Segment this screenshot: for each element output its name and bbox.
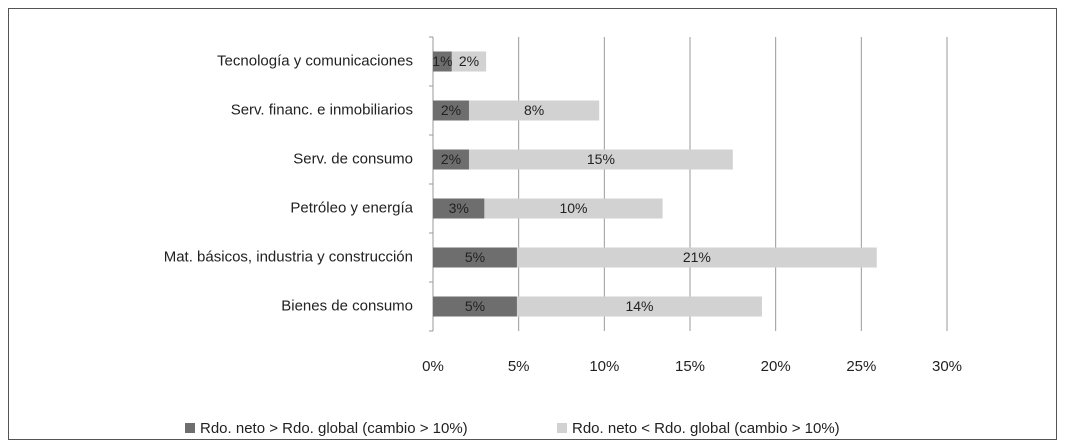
data-label: 8% <box>524 102 544 118</box>
data-label: 3% <box>449 200 469 216</box>
x-tick-label: 20% <box>761 358 791 375</box>
x-tick-label: 30% <box>932 358 962 375</box>
y-tick-label: Bienes de consumo <box>281 297 413 314</box>
bar-segment <box>433 198 485 219</box>
data-label: 5% <box>465 298 485 314</box>
legend-swatch <box>557 423 567 433</box>
data-label: 10% <box>559 200 587 216</box>
y-tick-label: Tecnología y comunicaciones <box>217 52 413 69</box>
bar-segment <box>451 51 487 72</box>
x-tick-label: 5% <box>508 358 530 375</box>
data-label: 5% <box>465 249 485 265</box>
legend-swatch <box>185 423 195 433</box>
bar-segment <box>433 247 517 268</box>
y-tick-label: Petróleo y energía <box>290 199 413 216</box>
bar-segment <box>433 149 469 170</box>
x-tick-label: 0% <box>422 358 444 375</box>
data-label: 21% <box>683 249 711 265</box>
bar-segment <box>433 100 469 121</box>
bar-segment <box>468 100 600 121</box>
bar-segment <box>468 149 733 170</box>
bar-segment <box>516 296 762 317</box>
x-tick-label: 10% <box>589 358 619 375</box>
y-tick-label: Mat. básicos, industria y construcción <box>164 248 413 265</box>
data-label: 2% <box>459 53 479 69</box>
data-label: 14% <box>625 298 653 314</box>
bar-segment <box>433 51 452 72</box>
data-label: 2% <box>441 151 461 167</box>
x-tick-label: 15% <box>675 358 705 375</box>
bar-segment <box>516 247 877 268</box>
data-label: 15% <box>587 151 615 167</box>
chart-border <box>8 8 1057 440</box>
y-tick-label: Serv. de consumo <box>293 150 413 167</box>
legend-label: Rdo. neto > Rdo. global (cambio > 10%) <box>200 420 468 437</box>
y-tick-label: Serv. financ. e inmobiliarios <box>231 101 413 118</box>
legend-label: Rdo. neto < Rdo. global (cambio > 10%) <box>572 420 840 437</box>
bar-segment <box>433 296 517 317</box>
data-label: 2% <box>441 102 461 118</box>
bar-segment <box>484 198 663 219</box>
data-label: 1% <box>432 53 452 69</box>
x-tick-label: 25% <box>846 358 876 375</box>
